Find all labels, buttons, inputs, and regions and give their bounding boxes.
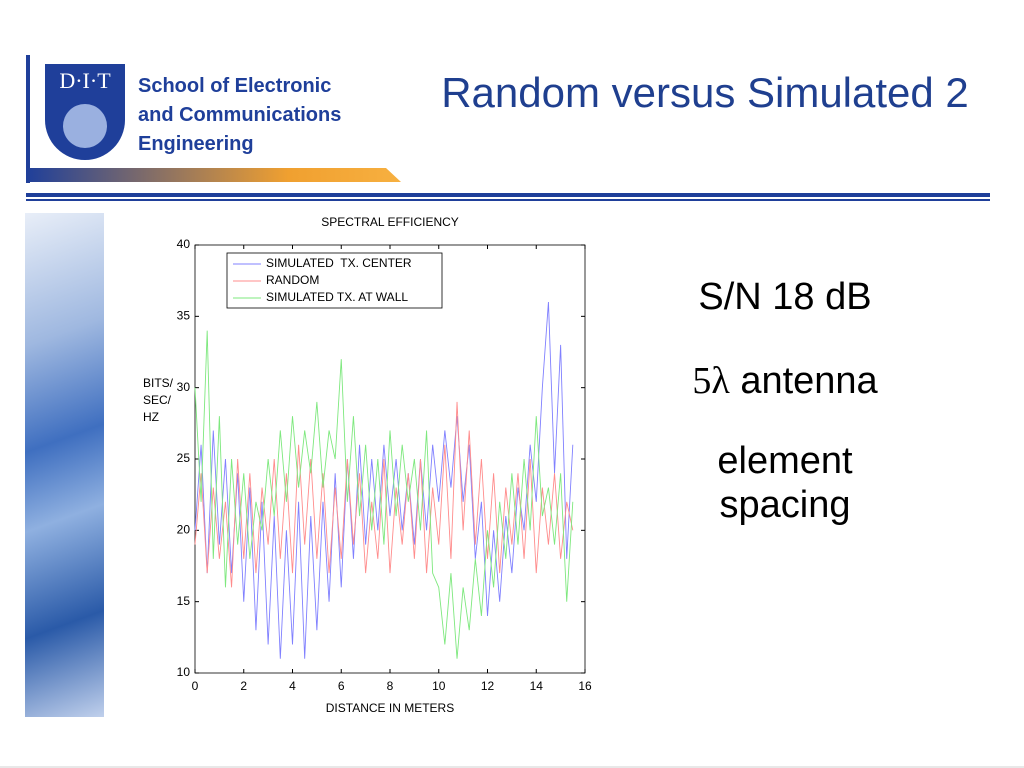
side-text: S/N 18 dB 5λ antenna element spacing bbox=[640, 275, 930, 527]
logo-emblem bbox=[63, 104, 107, 148]
x-axis-label: DISTANCE IN METERS bbox=[326, 701, 454, 715]
chart-title: SPECTRAL EFFICIENCY bbox=[321, 215, 459, 229]
side-image bbox=[25, 213, 104, 717]
legend-label: SIMULATED TX. AT WALL bbox=[266, 290, 408, 304]
y-tick-label: 25 bbox=[177, 451, 191, 465]
y-axis-label: HZ bbox=[143, 410, 159, 424]
header-bar bbox=[26, 55, 30, 183]
rule bbox=[26, 199, 990, 201]
x-tick-label: 2 bbox=[240, 679, 247, 693]
x-tick-label: 0 bbox=[192, 679, 199, 693]
header-underline bbox=[26, 168, 401, 182]
symbol: 5λ bbox=[692, 360, 730, 402]
y-axis-label: BITS/ bbox=[143, 376, 174, 390]
y-axis-label: SEC/ bbox=[143, 393, 172, 407]
y-tick-label: 20 bbox=[177, 523, 191, 537]
y-tick-label: 30 bbox=[177, 380, 191, 394]
logo-text: D·I·T bbox=[59, 68, 111, 93]
y-tick-label: 35 bbox=[177, 309, 191, 323]
y-tick-label: 40 bbox=[177, 237, 191, 251]
side-line: 5λ antenna bbox=[640, 359, 930, 403]
side-word: antenna bbox=[740, 360, 878, 402]
side-line: element spacing bbox=[717, 440, 853, 526]
footer-line bbox=[0, 766, 1024, 768]
rule bbox=[26, 193, 990, 197]
x-tick-label: 10 bbox=[432, 679, 446, 693]
side-line: S/N 18 dB bbox=[698, 276, 872, 318]
legend-label: RANDOM bbox=[266, 273, 319, 287]
series-line bbox=[194, 302, 574, 659]
school-line: Engineering bbox=[138, 133, 254, 155]
x-tick-label: 12 bbox=[481, 679, 495, 693]
plot-frame bbox=[194, 244, 586, 674]
y-tick-label: 10 bbox=[177, 665, 191, 679]
school-name: School of Electronic and Communications … bbox=[138, 72, 341, 159]
x-tick-label: 8 bbox=[387, 679, 394, 693]
x-tick-label: 14 bbox=[530, 679, 544, 693]
school-line: and Communications bbox=[138, 104, 342, 126]
x-tick-label: 16 bbox=[578, 679, 592, 693]
logo: D·I·T bbox=[45, 64, 125, 160]
x-tick-label: 6 bbox=[338, 679, 345, 693]
x-tick-label: 4 bbox=[289, 679, 296, 693]
legend-box bbox=[226, 252, 443, 309]
series-line bbox=[194, 401, 574, 588]
school-line: School of Electronic bbox=[138, 75, 332, 97]
slide-title: Random versus Simulated 2 bbox=[441, 69, 969, 116]
legend-label: SIMULATED TX. CENTER bbox=[266, 256, 412, 270]
series-line bbox=[194, 330, 574, 659]
y-tick-label: 15 bbox=[177, 594, 191, 608]
